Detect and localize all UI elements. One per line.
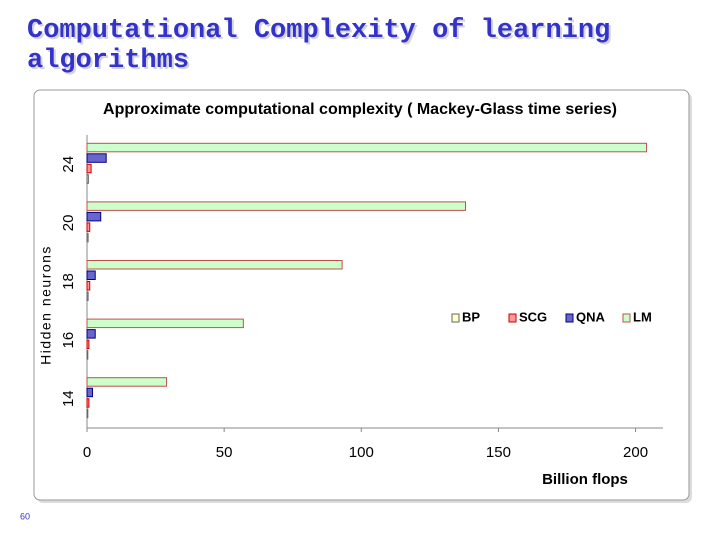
legend-label: SCG xyxy=(519,309,547,324)
x-tick-label: 200 xyxy=(623,444,648,461)
legend-swatch xyxy=(451,313,460,323)
y-tick-label: 14 xyxy=(60,390,77,407)
y-axis-label: Hidden neurons xyxy=(38,245,54,365)
legend-swatch xyxy=(508,313,517,323)
y-tick-label: 16 xyxy=(60,332,77,349)
chart-frame xyxy=(33,89,690,501)
bar xyxy=(86,260,343,270)
x-tick-label: 50 xyxy=(216,444,233,461)
page-number: 60 xyxy=(20,511,30,521)
bar xyxy=(86,211,102,222)
y-tick-label: 20 xyxy=(60,215,77,232)
bar xyxy=(86,339,90,350)
legend-swatch xyxy=(622,313,631,323)
y-tick-label: 18 xyxy=(60,273,77,290)
x-tick-label: 0 xyxy=(83,444,91,461)
bar xyxy=(86,318,244,329)
x-axis-label: Billion flops xyxy=(542,471,628,488)
bar xyxy=(86,350,89,360)
legend-label: LM xyxy=(633,309,652,324)
legend-swatch xyxy=(565,313,574,323)
bar xyxy=(86,408,89,419)
bar xyxy=(86,142,648,153)
y-tick-label: 24 xyxy=(60,156,77,173)
bar xyxy=(86,281,91,291)
bar xyxy=(86,232,89,243)
title-shadow: Computational Complexity of learning algo… xyxy=(29,18,612,78)
bar xyxy=(86,201,467,211)
legend-label: QNA xyxy=(576,309,606,324)
bar xyxy=(86,174,89,184)
bar xyxy=(86,163,92,174)
x-tick-label: 150 xyxy=(486,444,511,461)
bar xyxy=(86,398,90,408)
bar xyxy=(86,377,168,387)
slide-title: Computational Complexity of learning algo… xyxy=(27,16,610,76)
bar xyxy=(86,270,96,280)
bar xyxy=(86,153,107,163)
legend-label: BP xyxy=(462,309,480,324)
bar xyxy=(86,329,96,339)
bar xyxy=(86,222,91,232)
x-tick-label: 100 xyxy=(349,444,374,461)
bar xyxy=(86,291,89,301)
chart-title: Approximate computational complexity ( M… xyxy=(103,101,617,118)
bar xyxy=(86,387,93,398)
